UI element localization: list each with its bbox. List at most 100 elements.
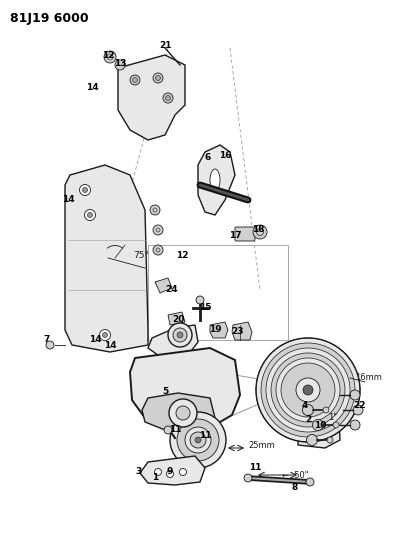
Polygon shape bbox=[118, 55, 185, 140]
Ellipse shape bbox=[210, 169, 220, 191]
Polygon shape bbox=[198, 145, 235, 215]
Text: 5: 5 bbox=[162, 387, 168, 397]
Circle shape bbox=[163, 93, 173, 103]
Text: 3: 3 bbox=[135, 467, 141, 477]
Text: 21: 21 bbox=[159, 41, 171, 50]
Text: 14: 14 bbox=[89, 335, 101, 344]
Circle shape bbox=[83, 188, 87, 192]
Circle shape bbox=[353, 405, 363, 415]
Text: 6: 6 bbox=[205, 154, 211, 163]
Circle shape bbox=[179, 469, 186, 475]
Text: 25mm: 25mm bbox=[248, 441, 275, 450]
Circle shape bbox=[266, 348, 350, 432]
Polygon shape bbox=[148, 325, 198, 358]
Circle shape bbox=[153, 225, 163, 235]
Circle shape bbox=[303, 385, 313, 395]
Circle shape bbox=[154, 469, 162, 475]
Text: 2: 2 bbox=[305, 416, 311, 424]
Circle shape bbox=[323, 407, 329, 413]
Text: 75°: 75° bbox=[133, 251, 149, 260]
Circle shape bbox=[350, 390, 360, 400]
Circle shape bbox=[153, 73, 163, 83]
Polygon shape bbox=[142, 393, 215, 430]
Text: 17: 17 bbox=[229, 230, 241, 239]
Text: 16mm: 16mm bbox=[355, 374, 382, 383]
Text: 13: 13 bbox=[114, 59, 126, 68]
Circle shape bbox=[350, 420, 360, 430]
Circle shape bbox=[104, 51, 116, 63]
Text: 1": 1" bbox=[328, 414, 337, 423]
Text: ← .50": ← .50" bbox=[282, 472, 309, 481]
Circle shape bbox=[130, 75, 140, 85]
Circle shape bbox=[166, 95, 171, 101]
FancyBboxPatch shape bbox=[235, 227, 255, 241]
Circle shape bbox=[261, 343, 355, 437]
Circle shape bbox=[327, 437, 333, 443]
Circle shape bbox=[176, 406, 190, 420]
Circle shape bbox=[132, 77, 138, 83]
Circle shape bbox=[115, 60, 125, 70]
Circle shape bbox=[271, 353, 345, 427]
Text: 23: 23 bbox=[232, 327, 244, 336]
Polygon shape bbox=[130, 348, 240, 428]
Circle shape bbox=[296, 378, 320, 402]
Text: 12: 12 bbox=[176, 251, 188, 260]
Text: 1: 1 bbox=[152, 473, 158, 482]
Circle shape bbox=[46, 341, 54, 349]
Text: 8: 8 bbox=[292, 483, 298, 492]
Text: 10: 10 bbox=[314, 421, 326, 430]
Circle shape bbox=[170, 412, 226, 468]
Polygon shape bbox=[210, 322, 228, 338]
Circle shape bbox=[169, 399, 197, 427]
Circle shape bbox=[177, 419, 219, 461]
Text: 12: 12 bbox=[102, 51, 114, 60]
Text: 81J19 6000: 81J19 6000 bbox=[10, 12, 89, 25]
Text: 7: 7 bbox=[44, 335, 50, 344]
Text: 16: 16 bbox=[219, 150, 231, 159]
Text: 15: 15 bbox=[199, 303, 211, 312]
Circle shape bbox=[156, 76, 160, 80]
Text: 11: 11 bbox=[169, 425, 181, 434]
Bar bbox=[148, 245, 288, 340]
Circle shape bbox=[177, 332, 183, 338]
Polygon shape bbox=[155, 278, 172, 293]
Circle shape bbox=[150, 205, 160, 215]
Text: 14: 14 bbox=[104, 341, 116, 350]
Circle shape bbox=[173, 328, 187, 342]
Circle shape bbox=[256, 338, 360, 442]
Circle shape bbox=[190, 432, 206, 448]
Text: 11: 11 bbox=[249, 464, 261, 472]
Circle shape bbox=[168, 323, 192, 347]
Text: 24: 24 bbox=[166, 286, 178, 295]
Text: 19: 19 bbox=[209, 326, 221, 335]
Circle shape bbox=[153, 245, 163, 255]
Circle shape bbox=[333, 422, 339, 428]
Text: 20: 20 bbox=[172, 316, 184, 325]
Text: 11: 11 bbox=[199, 431, 211, 440]
Circle shape bbox=[303, 405, 313, 416]
Circle shape bbox=[253, 225, 267, 239]
Circle shape bbox=[281, 363, 335, 417]
Circle shape bbox=[307, 434, 318, 446]
Circle shape bbox=[85, 209, 96, 221]
Polygon shape bbox=[298, 392, 340, 448]
Text: 22: 22 bbox=[354, 400, 366, 409]
Circle shape bbox=[79, 184, 90, 196]
Circle shape bbox=[276, 358, 340, 422]
Text: 14: 14 bbox=[86, 83, 98, 92]
Circle shape bbox=[185, 427, 211, 453]
Circle shape bbox=[306, 478, 314, 486]
Circle shape bbox=[87, 213, 92, 217]
Circle shape bbox=[166, 471, 173, 478]
Circle shape bbox=[195, 437, 201, 443]
Circle shape bbox=[196, 296, 204, 304]
Text: 9: 9 bbox=[167, 467, 173, 477]
Circle shape bbox=[164, 426, 172, 434]
Circle shape bbox=[244, 474, 252, 482]
Polygon shape bbox=[65, 165, 148, 352]
Text: 14: 14 bbox=[62, 196, 74, 205]
Polygon shape bbox=[232, 322, 252, 340]
Polygon shape bbox=[140, 456, 205, 485]
Text: 18: 18 bbox=[252, 225, 264, 235]
Polygon shape bbox=[168, 312, 185, 325]
